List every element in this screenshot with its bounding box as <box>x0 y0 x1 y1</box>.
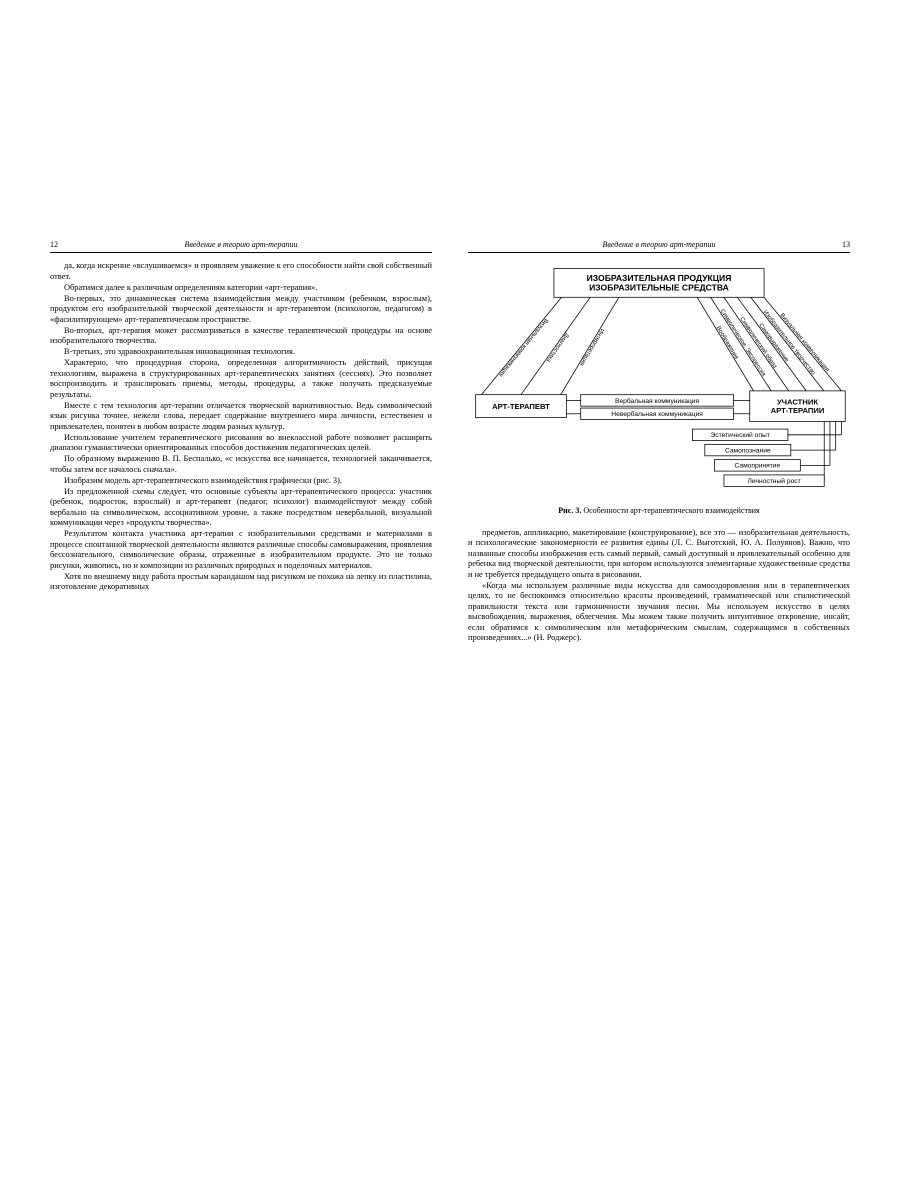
caption-text: Особенности арт-терапевтического взаимод… <box>583 506 759 515</box>
running-head-right: Введение в теорию арт-терапии 13 <box>468 240 850 253</box>
figure-caption: Рис. 3. Особенности арт-терапевтического… <box>468 506 850 516</box>
paragraph: Характерно, что процедурная сторона, опр… <box>50 358 432 400</box>
book-spread: 12 Введение в теорию арт-терапии да, ког… <box>0 0 900 1200</box>
paragraph: предметов, аппликацию, макетирование (ко… <box>468 528 850 581</box>
paragraph: Результатом контакта участника арт-терап… <box>50 529 432 571</box>
running-title-right: Введение в теорию арт-терапии <box>486 240 832 250</box>
paragraph: Изобразим модель арт-терапевтического вз… <box>50 476 432 487</box>
running-head-left: 12 Введение в теорию арт-терапии <box>50 240 432 253</box>
paragraph: Хотя по внешнему виду работа простым кар… <box>50 572 432 593</box>
svg-text:АРТ-ТЕРАПИИ: АРТ-ТЕРАПИИ <box>771 406 825 415</box>
body-right: предметов, аппликацию, макетирование (ко… <box>468 528 850 644</box>
svg-text:Самопринятие: Самопринятие <box>734 463 780 470</box>
svg-text:Эстетический опыт: Эстетический опыт <box>711 431 770 439</box>
svg-text:АРТ-ТЕРАПЕВТ: АРТ-ТЕРАПЕВТ <box>492 402 550 411</box>
paragraph: «Когда мы используем различные виды иску… <box>468 581 850 644</box>
caption-label: Рис. 3. <box>558 506 581 515</box>
page-right: Введение в теорию арт-терапии 13 Визуаль… <box>450 240 870 920</box>
paragraph: По образному выражению В. П. Беспалько, … <box>50 454 432 475</box>
paragraph: Во-первых, это динамическая система взаи… <box>50 294 432 326</box>
paragraph: В-третьих, это здравоохранительная иннов… <box>50 347 432 358</box>
svg-text:УЧАСТНИК: УЧАСТНИК <box>777 398 818 407</box>
svg-text:Личностный рост: Личностный рост <box>747 477 800 485</box>
svg-text:ИЗОБРАЗИТЕЛЬНАЯ ПРОДУКЦИЯ: ИЗОБРАЗИТЕЛЬНАЯ ПРОДУКЦИЯ <box>587 273 732 283</box>
paragraph: Использование учителем терапевтического … <box>50 433 432 454</box>
figure-3-diagram: Визуальная коммуникацияДиагностика Интерп… <box>468 261 850 498</box>
paragraph: да, когда искренне «вслушиваемся» и проя… <box>50 261 432 282</box>
paragraph: Обратимся далее к различным определениям… <box>50 283 432 294</box>
page-left: 12 Введение в теорию арт-терапии да, ког… <box>30 240 450 920</box>
paragraph: Во-вторых, арт-терапия может рассматрива… <box>50 326 432 347</box>
svg-text:Вербальная коммуникация: Вербальная коммуникация <box>615 397 700 405</box>
page-number-right: 13 <box>832 240 850 250</box>
svg-text:Невербальная коммуникация: Невербальная коммуникация <box>611 410 703 418</box>
svg-text:Диагностика: Диагностика <box>544 331 569 363</box>
page-number-left: 12 <box>50 240 68 250</box>
paragraph: Вместе с тем технология арт-терапии отли… <box>50 401 432 433</box>
svg-text:Визуальная коммуникация: Визуальная коммуникация <box>497 317 548 378</box>
svg-text:Интерпретация: Интерпретация <box>578 327 605 366</box>
svg-text:ИЗОБРАЗИТЕЛЬНЫЕ СРЕДСТВА: ИЗОБРАЗИТЕЛЬНЫЕ СРЕДСТВА <box>589 283 729 293</box>
diagram-svg: Визуальная коммуникацияДиагностика Интерп… <box>468 261 850 494</box>
body-left: да, когда искренне «вслушиваемся» и проя… <box>50 261 432 593</box>
running-title-left: Введение в теорию арт-терапии <box>68 240 414 250</box>
paragraph: Из предложенной схемы следует, что основ… <box>50 487 432 529</box>
svg-text:Самопознание: Самопознание <box>725 447 771 454</box>
